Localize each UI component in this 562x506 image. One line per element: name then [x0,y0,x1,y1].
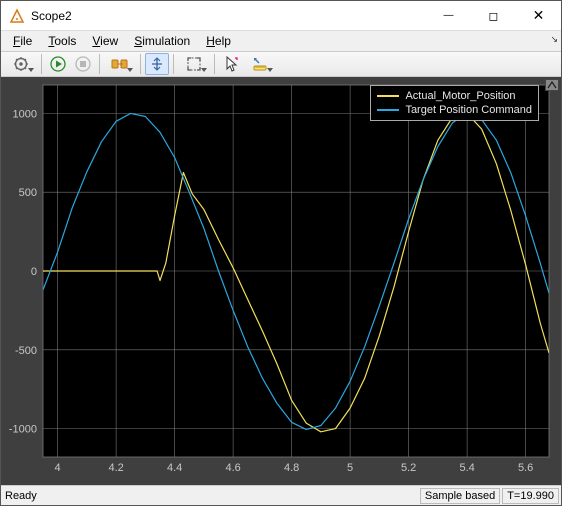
toolbar-sep-4 [173,54,174,74]
svg-text:4.2: 4.2 [108,462,123,474]
svg-text:5.2: 5.2 [401,462,416,474]
toolbar-sep-5 [214,54,215,74]
status-mode: Sample based [420,488,500,504]
menu-tools[interactable]: Tools [40,33,84,49]
toolbar-sep-2 [99,54,100,74]
svg-text:5.4: 5.4 [459,462,474,474]
svg-text:500: 500 [19,187,37,199]
svg-text:5.6: 5.6 [518,462,533,474]
legend-label: Actual_Motor_Position [405,89,515,103]
menu-corner-icon[interactable]: ↘ [550,34,558,45]
status-ready: Ready [3,490,418,502]
svg-text:5: 5 [347,462,353,474]
menu-file[interactable]: File [5,33,40,49]
stop-button[interactable] [71,53,95,75]
plot-area[interactable]: 4 4.2 4.4 4.6 4.8 5 5.2 5.4 5.6 -1000 -500 0 500 1000… [1,77,561,485]
close-button[interactable]: ✕ [516,1,561,30]
menubar: File Tools View Simulation Help ↘ [1,31,561,51]
menu-help[interactable]: Help [198,33,239,49]
legend[interactable]: Actual_Motor_PositionTarget Position Com… [370,85,539,121]
legend-swatch [377,95,399,97]
scope-window: Scope2 ― ◻ ✕ File Tools View Simulation … [0,0,562,506]
svg-text:0: 0 [31,266,37,278]
toolbar [1,51,561,77]
statusbar: Ready Sample based T=19.990 [1,485,561,505]
run-button[interactable] [46,53,70,75]
app-icon [9,8,25,24]
cursor-button[interactable] [219,53,243,75]
toolbar-sep-1 [41,54,42,74]
status-time: T=19.990 [502,488,559,504]
legend-swatch [377,109,399,111]
svg-text:4.4: 4.4 [167,462,182,474]
svg-text:1000: 1000 [13,108,37,120]
menu-view[interactable]: View [84,33,126,49]
minimize-button[interactable]: ― [426,1,471,30]
legend-entry[interactable]: Target Position Command [377,103,532,117]
restore-layout-icon[interactable] [545,79,559,91]
toolbar-sep-3 [140,54,141,74]
config-button[interactable] [5,53,37,75]
svg-text:4.6: 4.6 [225,462,240,474]
scope-chart: 4 4.2 4.4 4.6 4.8 5 5.2 5.4 5.6 -1000 -500 0 500 1000 [1,77,561,485]
legend-label: Target Position Command [405,103,532,117]
svg-text:4: 4 [55,462,61,474]
measure-button[interactable] [244,53,276,75]
titlebar[interactable]: Scope2 ― ◻ ✕ [1,1,561,31]
menu-simulation[interactable]: Simulation [126,33,198,49]
svg-text:-1000: -1000 [9,424,37,436]
maximize-button[interactable]: ◻ [471,1,516,30]
legend-entry[interactable]: Actual_Motor_Position [377,89,532,103]
trigger-button[interactable] [145,53,169,75]
svg-text:-500: -500 [15,345,37,357]
zoom-button[interactable] [178,53,210,75]
step-button[interactable] [104,53,136,75]
window-title: Scope2 [31,9,426,23]
svg-text:4.8: 4.8 [284,462,299,474]
